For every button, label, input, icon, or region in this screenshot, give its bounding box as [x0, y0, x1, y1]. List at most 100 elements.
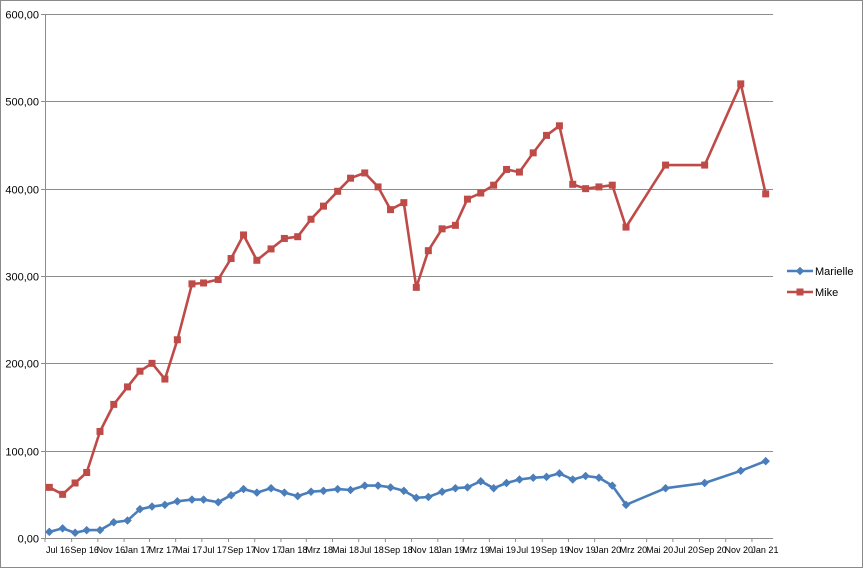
data-point-marielle [213, 497, 223, 507]
legend-label-marielle: Marielle [815, 266, 854, 278]
data-point-mike [124, 383, 132, 391]
data-point-marielle [123, 516, 132, 525]
data-point-mike [110, 400, 118, 408]
data-point-marielle [58, 524, 67, 533]
data-point-mike [334, 187, 342, 195]
x-tick-label: Nov 20 [724, 545, 753, 555]
x-tick-label: Sep 16 [70, 545, 99, 555]
data-point-marielle [489, 483, 499, 493]
data-point-mike [503, 165, 511, 173]
data-point-mike [307, 215, 315, 223]
series-mike [45, 80, 770, 498]
data-point-mike [173, 336, 181, 344]
data-point-mike [240, 231, 248, 239]
data-point-mike [45, 483, 53, 491]
x-tick-label: Jul 16 [46, 545, 70, 555]
x-tick-label: Sep 20 [698, 545, 727, 555]
data-point-marielle [70, 528, 80, 538]
data-point-marielle [360, 481, 370, 490]
data-point-mike [595, 183, 603, 191]
data-point-mike [161, 375, 169, 383]
data-point-marielle [423, 492, 433, 502]
data-point-mike [477, 189, 485, 197]
data-point-marielle [319, 486, 328, 496]
data-point-marielle [160, 500, 170, 510]
legend: Marielle Mike [787, 266, 854, 299]
data-point-marielle [568, 475, 578, 484]
data-point-marielle [761, 456, 771, 466]
data-point-mike [227, 255, 235, 263]
data-point-mike [148, 359, 156, 367]
data-point-marielle [252, 488, 262, 497]
data-point-mike [96, 427, 104, 435]
data-point-mike [451, 221, 459, 229]
data-point-marielle [594, 473, 604, 483]
x-tick-label: Jan 21 [751, 545, 778, 555]
data-point-marielle [621, 500, 631, 510]
data-point-marielle [109, 517, 119, 527]
data-point-marielle [147, 502, 157, 511]
y-tick-label: 600,00 [5, 10, 39, 22]
series-line-mike [48, 82, 767, 496]
data-point-mike [463, 195, 471, 203]
data-point-mike [200, 279, 208, 287]
data-point-marielle [82, 525, 92, 535]
data-point-mike [555, 122, 563, 130]
data-point-marielle [95, 525, 105, 535]
y-tick-label: 100,00 [5, 447, 39, 459]
data-point-mike [608, 181, 616, 189]
x-tick-label: Mai 19 [489, 545, 516, 555]
data-point-mike [515, 168, 523, 176]
data-point-mike [490, 181, 498, 189]
data-point-mike [622, 223, 630, 231]
data-point-marielle [542, 472, 551, 482]
data-point-mike [188, 280, 196, 288]
series-layer [44, 80, 771, 538]
data-point-marielle [555, 469, 564, 478]
data-point-mike [294, 233, 302, 241]
x-tick-label: Mrz 19 [462, 545, 490, 555]
data-point-mike [280, 234, 288, 242]
x-tick-label: Nov 19 [567, 545, 596, 555]
data-point-mike [569, 180, 577, 188]
data-point-marielle [199, 495, 208, 504]
x-tick-label: Mrz 18 [306, 545, 334, 555]
data-point-marielle [135, 504, 145, 514]
x-tick-label: Jan 19 [437, 545, 464, 555]
data-point-marielle [515, 475, 524, 484]
data-point-marielle [463, 482, 472, 492]
x-tick-label: Jan 18 [280, 545, 307, 555]
legend-label-mike: Mike [815, 287, 838, 299]
x-tick-label: Mrz 17 [149, 545, 177, 555]
data-point-mike [701, 161, 709, 169]
data-point-mike [71, 479, 79, 487]
x-tick-label: Jul 18 [360, 545, 384, 555]
data-point-marielle [293, 491, 303, 501]
data-point-marielle [173, 496, 182, 506]
data-point-marielle [266, 483, 276, 493]
x-tick-label: Nov 18 [410, 545, 439, 555]
data-point-marielle [226, 490, 236, 500]
data-point-mike [374, 183, 382, 191]
x-tick-label: Sep 18 [384, 545, 413, 555]
x-tick-label: Sep 19 [541, 545, 570, 555]
y-tick-label: 500,00 [5, 97, 39, 109]
x-tick-label: Nov 17 [253, 545, 282, 555]
legend-swatch-marker [796, 288, 804, 296]
y-tick-label: 400,00 [5, 185, 39, 197]
data-point-marielle [239, 484, 248, 494]
gridlines [45, 14, 773, 452]
y-axis-tick-labels: 0,00 100,00 200,00 300,00 400,00 500,00 600,00 [5, 10, 39, 546]
data-point-marielle [736, 466, 746, 476]
y-tick-label: 200,00 [5, 359, 39, 371]
data-point-mike [214, 275, 222, 283]
data-point-marielle [187, 495, 197, 504]
x-tick-label: Jan 17 [124, 545, 151, 555]
data-point-mike [59, 490, 67, 498]
data-point-marielle [581, 471, 590, 481]
data-point-mike [400, 199, 408, 207]
data-point-mike [267, 245, 275, 253]
legend-swatch-marker [795, 266, 805, 276]
